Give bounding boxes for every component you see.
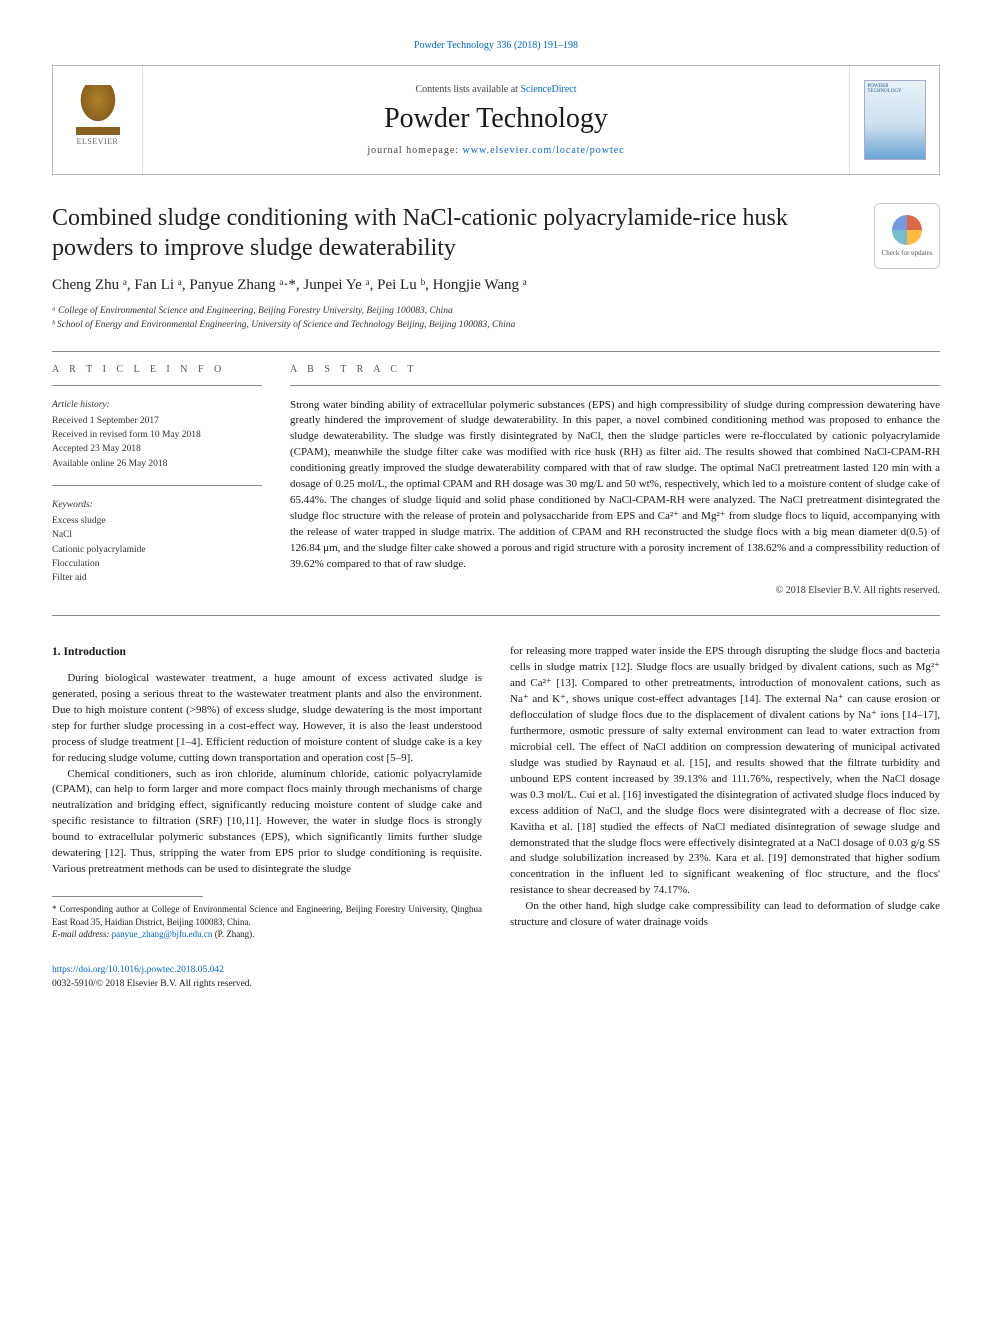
keywords-block: Keywords: Excess sludge NaCl Cationic po… bbox=[52, 498, 262, 586]
info-abstract-row: A R T I C L E I N F O Article history: R… bbox=[52, 364, 940, 600]
keyword: Excess sludge bbox=[52, 514, 262, 528]
body-column-right: for releasing more trapped water inside … bbox=[510, 644, 940, 941]
sciencedirect-link[interactable]: ScienceDirect bbox=[520, 84, 576, 95]
issn-copyright: 0032-5910/© 2018 Elsevier B.V. All right… bbox=[52, 979, 252, 989]
article-history-block: Article history: Received 1 September 20… bbox=[52, 398, 262, 471]
corr-text: * Corresponding author at College of Env… bbox=[52, 903, 482, 928]
journal-name: Powder Technology bbox=[384, 103, 608, 135]
history-item: Received in revised form 10 May 2018 bbox=[52, 428, 262, 442]
contents-line: Contents lists available at ScienceDirec… bbox=[415, 84, 576, 95]
paragraph: During biological wastewater treatment, … bbox=[52, 671, 482, 767]
paragraph: On the other hand, high sludge cake comp… bbox=[510, 899, 940, 931]
page: Powder Technology 336 (2018) 191–198 ELS… bbox=[0, 0, 992, 1021]
article-info-heading: A R T I C L E I N F O bbox=[52, 364, 262, 375]
divider bbox=[52, 615, 940, 616]
homepage-prefix: journal homepage: bbox=[367, 145, 462, 156]
abstract-text: Strong water binding ability of extracel… bbox=[290, 398, 940, 573]
body-column-left: 1. Introduction During biological wastew… bbox=[52, 644, 482, 941]
history-label: Article history: bbox=[52, 398, 262, 412]
divider bbox=[52, 351, 940, 352]
history-item: Available online 26 May 2018 bbox=[52, 457, 262, 471]
publisher-logo-box: ELSEVIER bbox=[53, 66, 143, 174]
journal-header: ELSEVIER Contents lists available at Sci… bbox=[52, 65, 940, 175]
homepage-line: journal homepage: www.elsevier.com/locat… bbox=[367, 145, 624, 156]
keyword: NaCl bbox=[52, 528, 262, 542]
elsevier-logo: ELSEVIER bbox=[68, 85, 128, 155]
history-item: Accepted 23 May 2018 bbox=[52, 442, 262, 456]
email-label: E-mail address: bbox=[52, 929, 112, 939]
crossmark-icon bbox=[892, 215, 922, 245]
journal-reference: Powder Technology 336 (2018) 191–198 bbox=[52, 40, 940, 51]
homepage-link[interactable]: www.elsevier.com/locate/powtec bbox=[463, 145, 625, 156]
title-text: Combined sludge conditioning with NaCl-c… bbox=[52, 205, 788, 261]
authors-line: Cheng Zhu ᵃ, Fan Li ᵃ, Panyue Zhang ᵃ·*,… bbox=[52, 277, 940, 294]
elsevier-tree-icon bbox=[76, 85, 120, 135]
article-info-column: A R T I C L E I N F O Article history: R… bbox=[52, 364, 262, 600]
history-item: Received 1 September 2017 bbox=[52, 414, 262, 428]
affiliation: ᵇ School of Energy and Environmental Eng… bbox=[52, 318, 940, 332]
keywords-label: Keywords: bbox=[52, 498, 262, 512]
keyword: Filter aid bbox=[52, 571, 262, 585]
doi-link[interactable]: https://doi.org/10.1016/j.powtec.2018.05… bbox=[52, 965, 224, 975]
journal-cover-thumbnail: POWDER TECHNOLOGY bbox=[864, 80, 926, 160]
abstract-copyright: © 2018 Elsevier B.V. All rights reserved… bbox=[290, 585, 940, 596]
email-suffix: (P. Zhang). bbox=[212, 929, 254, 939]
corr-email-link[interactable]: panyue_zhang@bjfu.edu.cn bbox=[112, 929, 213, 939]
abstract-heading: A B S T R A C T bbox=[290, 364, 940, 375]
divider bbox=[290, 385, 940, 386]
divider bbox=[52, 485, 262, 486]
section-heading: 1. Introduction bbox=[52, 644, 482, 661]
cover-thumb-box: POWDER TECHNOLOGY bbox=[849, 66, 939, 174]
body-two-columns: 1. Introduction During biological wastew… bbox=[52, 644, 940, 941]
affiliation: ᵃ College of Environmental Science and E… bbox=[52, 304, 940, 318]
updates-label: Check for updates bbox=[882, 249, 933, 258]
corresponding-footnote: * Corresponding author at College of Env… bbox=[52, 903, 482, 941]
keyword: Cationic polyacrylamide bbox=[52, 543, 262, 557]
contents-prefix: Contents lists available at bbox=[415, 84, 520, 95]
article-title: Combined sludge conditioning with NaCl-c… bbox=[52, 203, 940, 263]
email-line: E-mail address: panyue_zhang@bjfu.edu.cn… bbox=[52, 928, 482, 941]
check-updates-badge[interactable]: Check for updates bbox=[874, 203, 940, 269]
page-footer: https://doi.org/10.1016/j.powtec.2018.05… bbox=[52, 963, 940, 992]
abstract-column: A B S T R A C T Strong water binding abi… bbox=[290, 364, 940, 600]
affiliations: ᵃ College of Environmental Science and E… bbox=[52, 304, 940, 333]
footnote-divider bbox=[52, 896, 203, 897]
paragraph: Chemical conditioners, such as iron chlo… bbox=[52, 767, 482, 879]
publisher-label: ELSEVIER bbox=[77, 137, 119, 146]
keyword: Flocculation bbox=[52, 557, 262, 571]
paragraph: for releasing more trapped water inside … bbox=[510, 644, 940, 899]
header-center: Contents lists available at ScienceDirec… bbox=[143, 66, 849, 174]
divider bbox=[52, 385, 262, 386]
